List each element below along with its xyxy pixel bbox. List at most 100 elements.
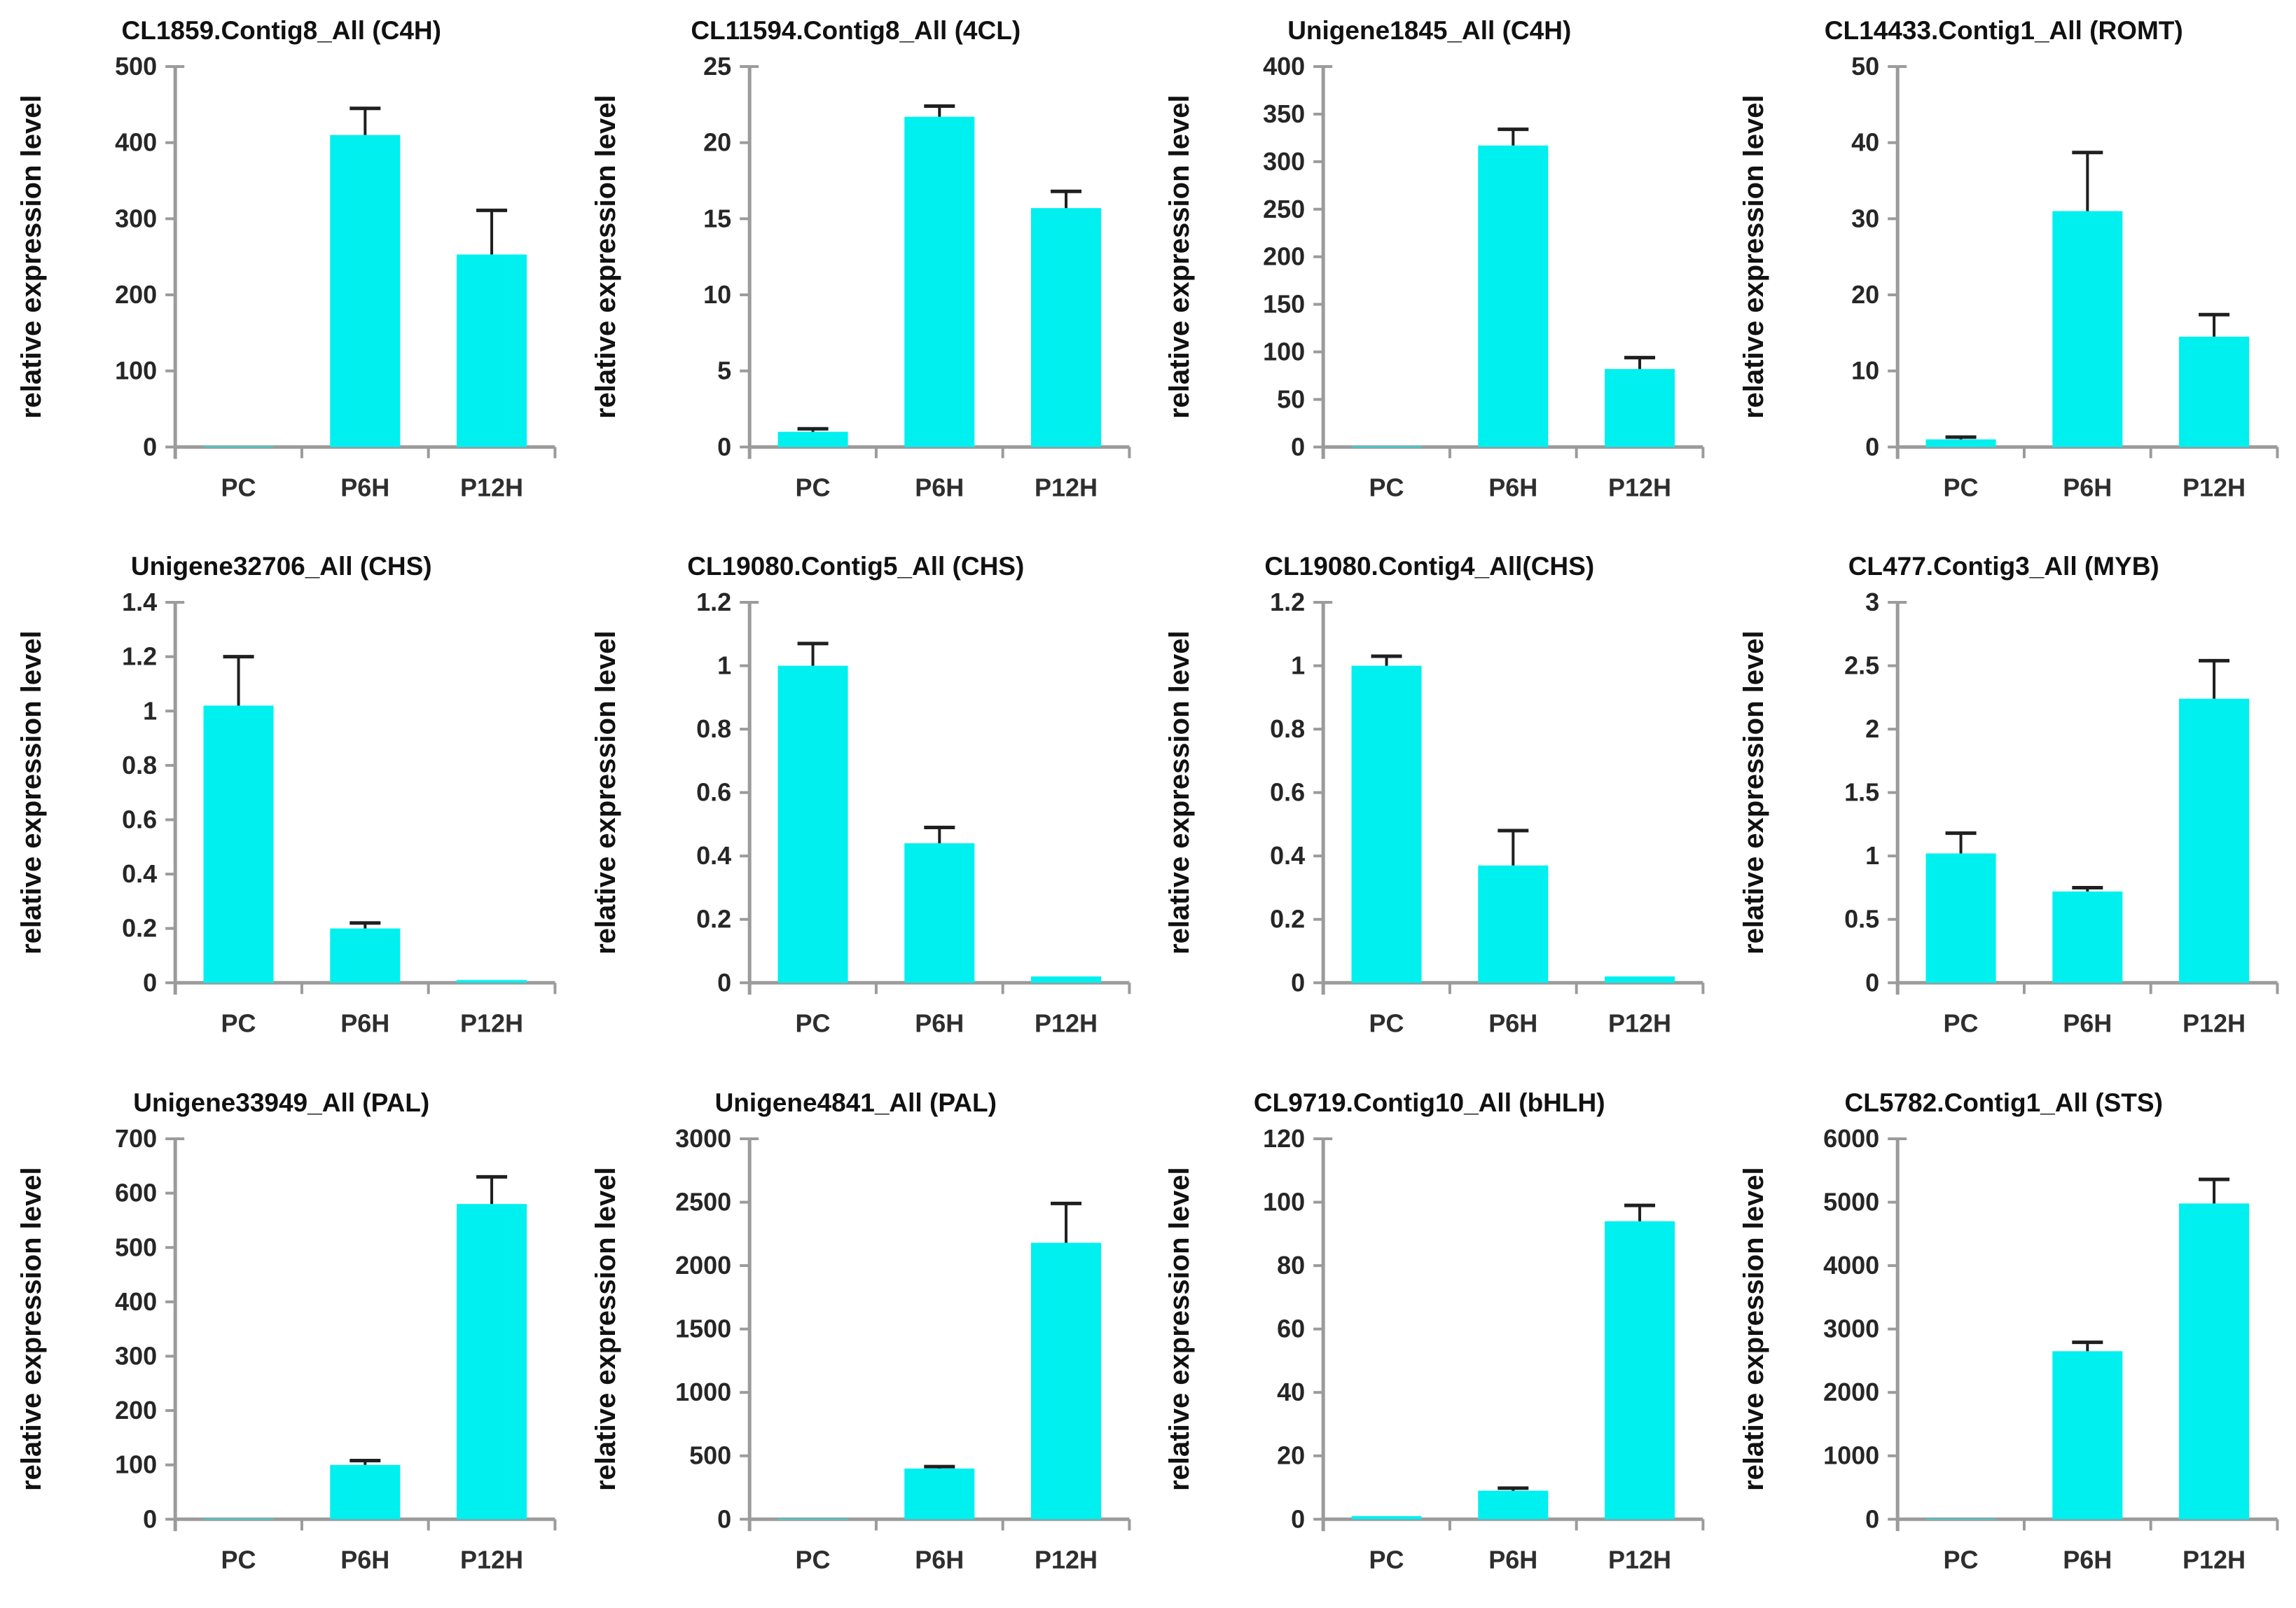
x-category-label-p12h: P12H: [1035, 1009, 1098, 1038]
bar-p6h: [1478, 1490, 1549, 1519]
y-tick-label: 100: [115, 1450, 157, 1478]
chart-title: CL19080.Contig4_All(CHS): [1264, 551, 1594, 581]
y-axis-title: relative expression level: [1164, 631, 1195, 955]
x-category-label-pc: PC: [1943, 1009, 1978, 1038]
y-tick-label: 200: [1263, 242, 1305, 271]
y-tick-label: 400: [115, 128, 157, 157]
y-tick-label: 350: [1263, 99, 1305, 128]
chart-title: Unigene1845_All (C4H): [1287, 15, 1571, 45]
bar-pc: [1351, 445, 1422, 448]
bar-chart-svg: CL477.Contig3_All (MYB) relative expressi…: [1738, 551, 2278, 1038]
y-tick-label: 100: [1263, 337, 1305, 366]
y-tick-label: 0.8: [696, 714, 731, 743]
bar-chart-svg: CL9719.Contig10_All (bHLH) relative expre…: [1164, 1088, 1705, 1574]
bar-pc: [203, 1518, 274, 1520]
chart-panel-8: CL477.Contig3_All (MYB) relative expressi…: [1722, 536, 2296, 1072]
x-category-label-pc: PC: [221, 1545, 256, 1574]
bar-p12h: [1030, 1242, 1101, 1519]
chart-title: CL11594.Contig8_All (4CL): [691, 15, 1021, 45]
y-axis-title: relative expression level: [16, 1167, 47, 1491]
x-category-label-p12h: P12H: [1608, 1545, 1671, 1574]
y-tick-label: 1: [143, 697, 157, 726]
y-tick-label: 0: [1865, 969, 1879, 997]
bar-p6h: [330, 1464, 401, 1519]
x-category-label-p12h: P12H: [2183, 1545, 2246, 1574]
y-tick-label: 120: [1263, 1124, 1305, 1153]
bar-p12h: [1605, 368, 1675, 448]
x-category-label-p12h: P12H: [1608, 1009, 1671, 1038]
bar-p12h: [2178, 698, 2249, 983]
y-tick-label: 3: [1865, 588, 1879, 616]
bar-p6h: [904, 116, 974, 448]
bar-chart-svg: CL14433.Contig1_All (ROMT) relative expre…: [1738, 15, 2278, 501]
bar-p6h: [330, 134, 401, 448]
chart-panel-5: Unigene32706_All (CHS) relative expressio…: [0, 536, 574, 1072]
y-tick-label: 1.2: [122, 642, 157, 671]
bar-pc: [203, 446, 274, 448]
y-tick-label: 0.8: [122, 751, 157, 779]
y-tick-label: 0: [1291, 969, 1305, 997]
x-category-label-p12h: P12H: [1035, 1545, 1098, 1574]
y-tick-label: 0.6: [1270, 778, 1305, 807]
y-tick-label: 0: [717, 969, 731, 997]
y-tick-label: 1: [1291, 651, 1305, 680]
y-tick-label: 1.4: [122, 588, 157, 616]
x-category-label-p12h: P12H: [460, 473, 523, 501]
y-tick-label: 40: [1851, 128, 1879, 157]
y-tick-label: 600: [115, 1178, 157, 1207]
y-tick-label: 50: [1277, 384, 1305, 413]
x-category-label-p6h: P6H: [2063, 1009, 2112, 1038]
y-axis-title: relative expression level: [1738, 1167, 1769, 1491]
x-category-label-p6h: P6H: [2063, 473, 2112, 501]
x-category-label-p12h: P12H: [2183, 473, 2246, 501]
bar-p6h: [904, 1468, 974, 1519]
y-axis-title: relative expression level: [16, 631, 47, 955]
bar-chart-svg: CL1859.Contig8_All (C4H) relative express…: [16, 15, 557, 501]
bar-pc: [1925, 1518, 1996, 1520]
y-tick-label: 2000: [675, 1251, 731, 1280]
y-axis-title: relative expression level: [1738, 95, 1769, 419]
y-tick-label: 500: [115, 52, 157, 81]
x-category-label-pc: PC: [795, 473, 830, 501]
y-tick-label: 20: [1851, 280, 1879, 309]
y-axis-title: relative expression level: [1164, 95, 1195, 419]
y-tick-label: 1000: [1823, 1441, 1879, 1469]
y-tick-label: 5: [717, 356, 731, 385]
bar-chart-svg: CL11594.Contig8_All (4CL) relative expres…: [590, 15, 1130, 501]
y-tick-label: 60: [1277, 1314, 1305, 1343]
y-tick-label: 2500: [675, 1187, 731, 1216]
y-tick-label: 300: [1263, 147, 1305, 176]
x-category-label-p6h: P6H: [2063, 1545, 2112, 1574]
y-tick-label: 300: [115, 204, 157, 233]
bar-pc: [203, 705, 274, 983]
y-tick-label: 400: [115, 1287, 157, 1316]
y-tick-label: 4000: [1823, 1251, 1879, 1280]
x-category-label-p6h: P6H: [340, 473, 389, 501]
y-axis-title: relative expression level: [16, 95, 47, 419]
x-category-label-p12h: P12H: [460, 1009, 523, 1038]
x-category-label-p12h: P12H: [1035, 473, 1098, 501]
y-axis-title: relative expression level: [590, 631, 621, 955]
y-tick-label: 700: [115, 1124, 157, 1153]
y-tick-label: 0.4: [1270, 842, 1305, 871]
bar-p12h: [2178, 336, 2249, 448]
bar-p6h: [2052, 211, 2122, 448]
y-tick-label: 0.4: [696, 842, 731, 871]
x-category-label-p12h: P12H: [2183, 1009, 2246, 1038]
y-tick-label: 1.5: [1844, 778, 1879, 807]
x-category-label-p12h: P12H: [460, 1545, 523, 1574]
bar-p12h: [1030, 976, 1101, 983]
bar-chart-svg: CL19080.Contig4_All(CHS) relative express…: [1164, 551, 1705, 1038]
y-tick-label: 1000: [675, 1378, 731, 1406]
y-tick-label: 1.2: [1270, 588, 1305, 616]
y-tick-label: 0.2: [122, 914, 157, 943]
x-category-label-p6h: P6H: [915, 1009, 964, 1038]
bar-p6h: [330, 928, 401, 983]
x-category-label-p6h: P6H: [340, 1009, 389, 1038]
chart-title: Unigene33949_All (PAL): [133, 1088, 429, 1117]
x-category-label-pc: PC: [1943, 473, 1978, 501]
chart-title: Unigene4841_All (PAL): [714, 1088, 996, 1117]
chart-panel-11: CL9719.Contig10_All (bHLH) relative expre…: [1148, 1072, 1722, 1608]
bar-pc: [777, 665, 848, 983]
bar-p12h: [2178, 1203, 2249, 1519]
